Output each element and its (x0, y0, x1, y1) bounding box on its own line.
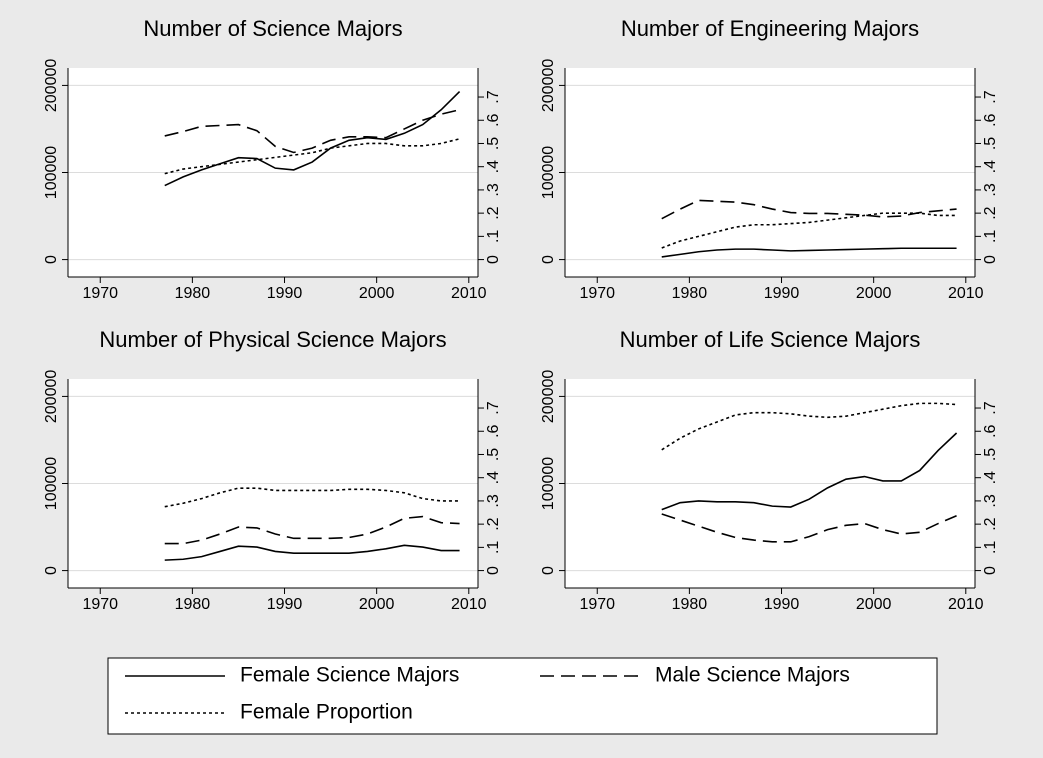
panel: Number of Engineering Majors010000020000… (540, 16, 999, 302)
series-line (164, 515, 460, 545)
series-line (661, 199, 957, 220)
x-tick-label: 1990 (764, 285, 800, 302)
y-tick-label: 100000 (43, 146, 60, 199)
legend-box (107, 657, 938, 735)
x-tick-label: 1970 (82, 285, 118, 302)
series-line (164, 487, 460, 508)
y2-tick-label: .1 (485, 541, 502, 554)
x-tick-label: 2000 (856, 285, 892, 302)
x-tick-label: 1990 (764, 596, 800, 613)
panel: Number of Life Science Majors 0 100000 2000… (540, 327, 999, 613)
y2-tick-label: .5 (485, 448, 502, 461)
x-tick-label: 2000 (856, 596, 892, 613)
legend-label: Female Proportion (240, 701, 413, 724)
y2-tick-label: .2 (982, 517, 999, 530)
y2-tick-label: .4 (982, 471, 999, 484)
x-tick-label: 2010 (451, 285, 487, 302)
y2-tick-label: 0 (982, 566, 999, 575)
x-tick-label: 2000 (359, 596, 395, 613)
y2-tick-label: .7 (982, 401, 999, 414)
x-tick-label: 2010 (948, 596, 984, 613)
x-tick-label: 1970 (82, 596, 118, 613)
y2-tick-label: .7 (982, 90, 999, 103)
chart-title: Number of Science Majors (143, 16, 402, 41)
x-tick-label: 2010 (451, 596, 487, 613)
y-tick-label: 200000 (43, 59, 60, 112)
y2-tick-label: .4 (485, 160, 502, 173)
x-tick-label: 1980 (175, 596, 211, 613)
y2-tick-label: .3 (982, 494, 999, 507)
chart-title: Number of Life Science Majors (620, 327, 921, 352)
series-line (164, 544, 460, 561)
x-tick-label: 1990 (267, 596, 303, 613)
legend-label: Female Science Majors (240, 664, 459, 687)
y2-tick-label: .7 (485, 90, 502, 103)
y2-tick-label: .7 (485, 401, 502, 414)
y2-tick-label: .2 (485, 517, 502, 530)
y-tick-label: 100000 (540, 146, 557, 199)
series-line (661, 432, 958, 511)
y2-tick-label: .6 (485, 113, 502, 126)
x-tick-label: 2010 (948, 285, 984, 302)
y2-tick-label: .2 (982, 206, 999, 219)
legend: Female Science Majors Male Science Majors… (107, 657, 938, 735)
y2-tick-label: .3 (485, 494, 502, 507)
y2-tick-label: .3 (982, 183, 999, 196)
x-tick-label: 1970 (579, 596, 615, 613)
x-tick-label: 1970 (579, 285, 615, 302)
x-tick-label: 1990 (267, 285, 303, 302)
y2-tick-label: .5 (982, 448, 999, 461)
x-tick-label: 1980 (672, 285, 708, 302)
y2-tick-label: .6 (982, 113, 999, 126)
y2-tick-label: .6 (485, 424, 502, 437)
y-tick-label: 200000 (540, 59, 557, 112)
panel: Number of Physical Science Majors 0 100000… (43, 327, 502, 613)
series-line (661, 247, 957, 258)
chart-title: Number of Engineering Majors (621, 16, 919, 41)
y2-tick-label: .4 (982, 160, 999, 173)
y2-tick-label: .1 (982, 541, 999, 554)
x-tick-label: 1980 (672, 596, 708, 613)
series-line (164, 138, 460, 175)
y2-tick-label: 0 (485, 255, 502, 264)
y2-tick-label: .1 (982, 230, 999, 243)
y2-tick-label: 0 (982, 255, 999, 264)
y-tick-label: 200000 (43, 370, 60, 423)
series-line (164, 109, 460, 154)
y-tick-label: 100000 (43, 457, 60, 510)
legend-label: Male Science Majors (655, 664, 850, 687)
series-line (661, 513, 957, 543)
y-tick-label: 0 (540, 255, 557, 264)
y2-tick-label: .4 (485, 471, 502, 484)
y2-tick-label: .2 (485, 206, 502, 219)
y-tick-label: 0 (43, 255, 60, 264)
y2-tick-label: 0 (485, 566, 502, 575)
series-line (661, 402, 957, 451)
y-tick-label: 0 (43, 566, 60, 575)
y-tick-label: 100000 (540, 457, 557, 510)
y2-tick-label: .6 (982, 424, 999, 437)
y2-tick-label: .1 (485, 230, 502, 243)
y-tick-label: 0 (540, 566, 557, 575)
y-tick-label: 200000 (540, 370, 557, 423)
y2-tick-label: .3 (485, 183, 502, 196)
series-line (661, 212, 957, 249)
panel: Number of Science Majors 0 100000 200000 0 .1… (43, 16, 502, 302)
x-tick-label: 2000 (359, 285, 395, 302)
chart-title: Number of Physical Science Majors (99, 327, 446, 352)
y2-tick-label: .5 (982, 137, 999, 150)
y2-tick-label: .5 (485, 137, 502, 150)
x-tick-label: 1980 (175, 285, 211, 302)
